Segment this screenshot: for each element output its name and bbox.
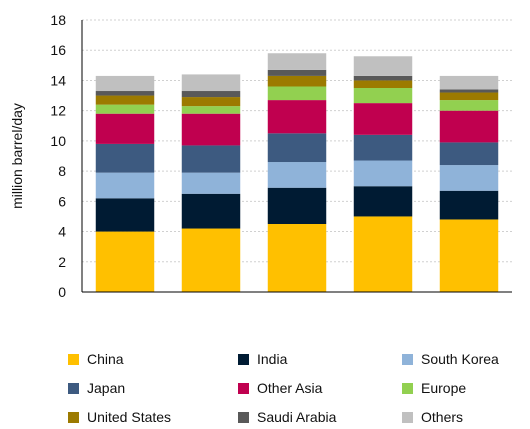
legend-swatch xyxy=(402,353,413,365)
bar-segment-india-2023 xyxy=(353,186,413,217)
bar-segment-china-2020 xyxy=(95,231,155,292)
legend-label: China xyxy=(87,351,124,367)
bar-segment-south-korea-2020 xyxy=(95,172,155,199)
legend-label: South Korea xyxy=(421,351,499,367)
bar-segment-europe-2022 xyxy=(267,86,327,101)
bar-segment-others-2024 xyxy=(439,75,499,90)
bar-segment-japan-2024 xyxy=(439,142,499,166)
legend-item-europe: Europe xyxy=(402,379,466,397)
bar-segment-others-2022 xyxy=(267,53,327,70)
bar-segment-other-asia-2023 xyxy=(353,103,413,135)
y-tick-label: 4 xyxy=(58,224,66,240)
y-tick-label: 12 xyxy=(50,103,66,119)
bar-segment-saudi-arabia-2020 xyxy=(95,91,155,96)
bar-segment-saudi-arabia-2024 xyxy=(439,89,499,93)
bar-segment-other-asia-2020 xyxy=(95,113,155,144)
legend-swatch xyxy=(238,411,249,423)
bar-segment-south-korea-2023 xyxy=(353,160,413,187)
bar-segment-other-asia-2022 xyxy=(267,100,327,134)
bar-segment-india-2024 xyxy=(439,190,499,220)
bar-segment-japan-2021 xyxy=(181,145,241,173)
legend-label: Europe xyxy=(421,380,467,396)
bar-segment-united-states-2023 xyxy=(353,80,413,88)
bar-segment-europe-2021 xyxy=(181,106,241,114)
y-tick-label: 18 xyxy=(50,12,66,28)
legend-item-south-korea: South Korea xyxy=(402,350,499,368)
axes: 02468101214161820202021202220232024 xyxy=(50,12,512,300)
legend-label: Others xyxy=(421,409,464,425)
chart: 02468101214161820202021202220232024 mill… xyxy=(9,12,512,300)
legend-label: Other Asia xyxy=(257,380,323,396)
bar-segment-united-states-2021 xyxy=(181,97,241,107)
bar-segment-other-asia-2021 xyxy=(181,113,241,146)
legend-item-united-states: United States xyxy=(68,408,171,426)
bar-segment-china-2024 xyxy=(439,219,499,292)
bar-segment-others-2021 xyxy=(181,74,241,92)
bar-segment-south-korea-2021 xyxy=(181,172,241,194)
y-tick-label: 8 xyxy=(58,163,66,179)
legend-swatch xyxy=(402,411,413,423)
legend-swatch xyxy=(68,353,79,365)
y-tick-label: 2 xyxy=(58,254,66,270)
bar-segment-united-states-2024 xyxy=(439,92,499,101)
y-tick-label: 6 xyxy=(58,193,66,209)
bar-segment-japan-2022 xyxy=(267,133,327,163)
bar-segment-india-2021 xyxy=(181,193,241,229)
bar-segment-united-states-2022 xyxy=(267,75,327,87)
legend-label: Japan xyxy=(87,380,126,396)
legend-swatch xyxy=(402,382,413,394)
bar-segment-india-2020 xyxy=(95,198,155,232)
bar-segment-south-korea-2022 xyxy=(267,162,327,188)
bar-segment-japan-2020 xyxy=(95,143,155,173)
bar-segment-saudi-arabia-2023 xyxy=(353,75,413,81)
legend-swatch xyxy=(238,382,249,394)
y-tick-label: 16 xyxy=(50,42,66,58)
bar-segment-europe-2023 xyxy=(353,88,413,104)
legend-item-india: India xyxy=(238,350,287,368)
bar-segment-europe-2020 xyxy=(95,104,155,114)
bar-segment-europe-2024 xyxy=(439,100,499,111)
y-tick-label: 0 xyxy=(58,284,66,300)
bar-segment-united-states-2020 xyxy=(95,95,155,105)
legend-item-japan: Japan xyxy=(68,379,125,397)
legend-item-china: China xyxy=(68,350,124,368)
legend-swatch xyxy=(238,353,249,365)
bar-segment-other-asia-2024 xyxy=(439,110,499,143)
legend-swatch xyxy=(68,382,79,394)
bar-segment-others-2020 xyxy=(95,75,155,92)
bars xyxy=(95,53,499,292)
bar-segment-saudi-arabia-2021 xyxy=(181,91,241,98)
legend-item-others: Others xyxy=(402,408,463,426)
bar-segment-china-2023 xyxy=(353,216,413,292)
bar-segment-india-2022 xyxy=(267,187,327,224)
bar-segment-others-2023 xyxy=(353,56,413,76)
legend-label: India xyxy=(257,351,288,367)
y-tick-label: 10 xyxy=(50,133,66,149)
legend-item-saudi-arabia: Saudi Arabia xyxy=(238,408,336,426)
legend-swatch xyxy=(68,411,79,423)
legend-label: United States xyxy=(87,409,172,425)
legend-label: Saudi Arabia xyxy=(257,409,337,425)
y-axis-title: million barrel/day xyxy=(9,103,25,209)
bar-segment-japan-2023 xyxy=(353,134,413,161)
bar-segment-saudi-arabia-2022 xyxy=(267,69,327,76)
legend-item-other-asia: Other Asia xyxy=(238,379,322,397)
bar-segment-china-2021 xyxy=(181,228,241,292)
bar-segment-china-2022 xyxy=(267,224,327,292)
bar-segment-south-korea-2024 xyxy=(439,165,499,191)
legend: China India South Korea Japan Other Asia Euro… xyxy=(0,345,530,429)
y-tick-label: 14 xyxy=(50,72,66,88)
